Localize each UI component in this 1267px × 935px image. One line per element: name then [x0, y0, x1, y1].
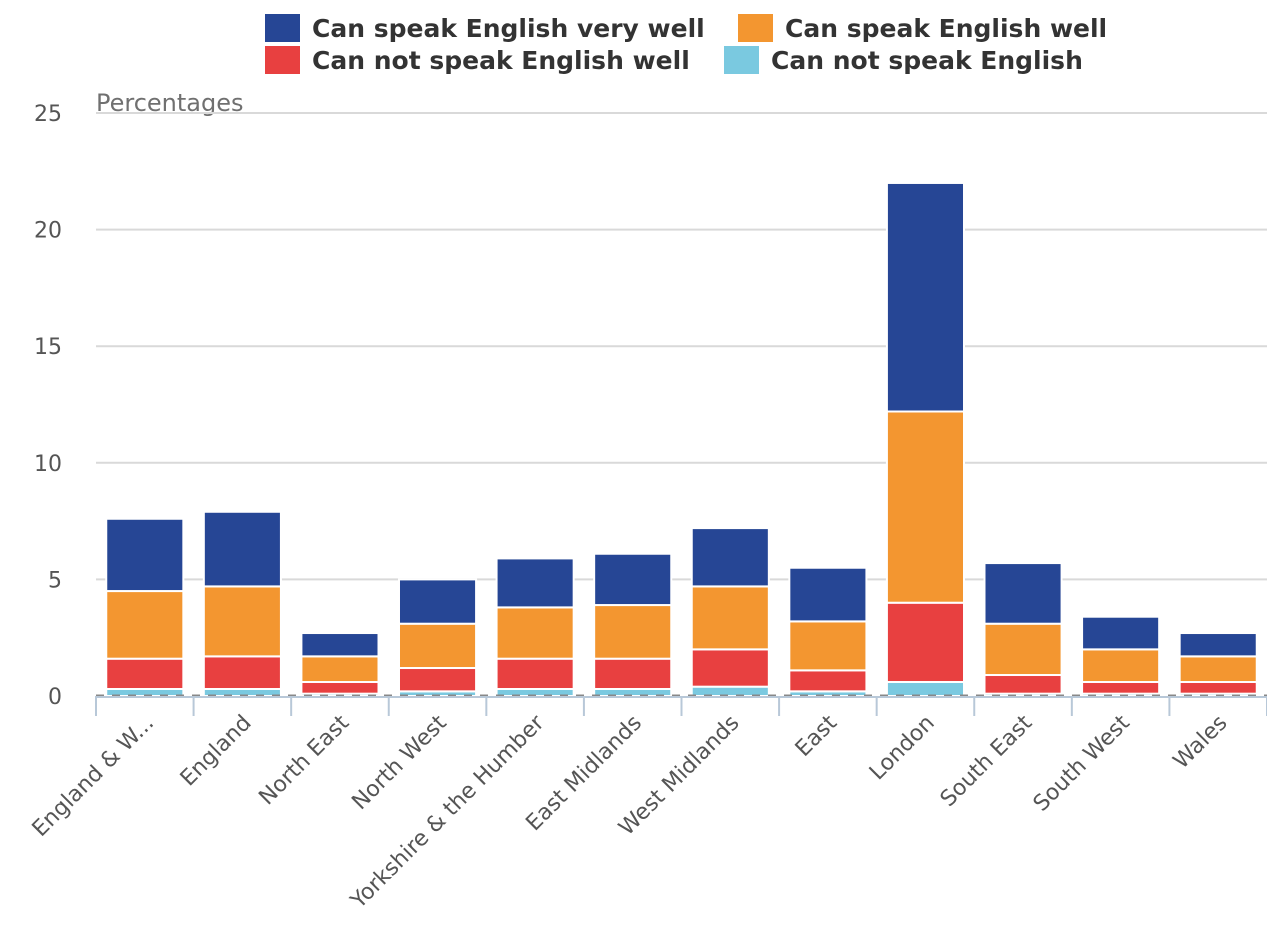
x-tick-label-south-east: South East	[936, 710, 1038, 812]
bar-east-midlands-can-not-speak-english-well	[593, 657, 673, 691]
bar-england-can-speak-english-well	[202, 585, 282, 658]
y-tick-label-10: 10	[34, 452, 62, 477]
x-tick-label-south-west: South West	[1029, 710, 1135, 816]
y-axis-ticks: 0 5 10 15 20 25	[34, 102, 62, 710]
bar-north-west-can-not-speak-english-well	[397, 667, 478, 693]
bar-south-east-can-speak-english-well	[983, 622, 1063, 677]
bar-north-east-can-not-speak-english-well	[300, 681, 380, 695]
y-tick-label-5: 5	[48, 568, 62, 593]
bar-east-can-not-speak-english-well	[788, 669, 868, 693]
legend-swatch-well	[738, 14, 773, 42]
y-tick-label-20: 20	[34, 219, 62, 244]
bar-south-east-can-not-speak-english-well	[983, 674, 1063, 695]
x-tick-label-wales: Wales	[1169, 711, 1233, 775]
legend-label-not-at-all: Can not speak English	[771, 46, 1083, 75]
bar-yorkshire-the-humber-can-not-speak-english-well	[495, 657, 575, 691]
bar-south-east-can-speak-english-very-well	[983, 562, 1063, 625]
bar-south-west-can-speak-english-very-well	[1081, 615, 1161, 651]
legend-item-not-at-all[interactable]: Can not speak English	[724, 46, 1083, 75]
bar-england-w-can-speak-english-well	[105, 590, 185, 660]
bar-west-midlands-can-speak-english-well	[690, 585, 770, 651]
x-tick-label-north-west: North West	[347, 710, 452, 815]
legend-label-not-well: Can not speak English well	[312, 46, 690, 75]
bar-east-can-speak-english-very-well	[788, 566, 868, 623]
bars	[105, 181, 1258, 698]
y-tick-label-25: 25	[34, 102, 62, 127]
bar-london-can-speak-english-very-well	[885, 181, 966, 413]
bar-east-can-speak-english-well	[788, 620, 868, 672]
x-tick-label-east: East	[791, 710, 843, 762]
legend-label-very-well: Can speak English very well	[312, 14, 705, 43]
bar-east-midlands-can-speak-english-well	[593, 604, 673, 660]
bar-east-midlands-can-speak-english-very-well	[593, 552, 673, 607]
gridlines	[96, 112, 1267, 581]
legend-item-very-well[interactable]: Can speak English very well	[265, 14, 705, 43]
y-tick-label-15: 15	[34, 335, 62, 360]
legend-swatch-not-well	[265, 46, 300, 74]
x-tick-label-england-w: England & W...	[28, 711, 159, 842]
bar-england-w-can-speak-english-very-well	[105, 517, 185, 593]
bar-south-west-can-not-speak-english-well	[1081, 681, 1161, 695]
bar-london-can-not-speak-english	[885, 681, 966, 697]
legend-item-not-well[interactable]: Can not speak English well	[265, 46, 690, 75]
bar-england-w-can-not-speak-english-well	[105, 657, 185, 691]
bar-wales-can-not-speak-english-well	[1178, 681, 1258, 695]
bar-yorkshire-the-humber-can-speak-english-very-well	[495, 557, 575, 609]
legend-swatch-very-well	[265, 14, 300, 42]
bar-london-can-speak-english-well	[885, 410, 966, 604]
bar-england-can-speak-english-very-well	[202, 510, 282, 588]
bar-yorkshire-the-humber-can-speak-english-well	[495, 606, 575, 660]
bar-south-west-can-speak-english-well	[1081, 648, 1161, 684]
x-tick-label-yorkshire-the-humber: Yorkshire & the Humber	[346, 710, 550, 914]
bar-west-midlands-can-not-speak-english-well	[690, 648, 770, 688]
legend: Can speak English very well Can speak En…	[265, 14, 1107, 75]
legend-item-well[interactable]: Can speak English well	[738, 14, 1107, 43]
x-axis	[95, 694, 1267, 716]
legend-swatch-not-at-all	[724, 46, 759, 74]
x-tick-label-england: England	[176, 711, 257, 792]
bar-north-west-can-speak-english-very-well	[397, 578, 478, 625]
bar-england-can-not-speak-english-well	[202, 655, 282, 691]
y-tick-label-0: 0	[48, 685, 62, 710]
bar-north-east-can-speak-english-well	[300, 655, 380, 684]
bar-west-midlands-can-speak-english-very-well	[690, 527, 770, 588]
legend-label-well: Can speak English well	[785, 14, 1107, 43]
x-tick-label-london: London	[865, 711, 940, 786]
bar-north-east-can-speak-english-very-well	[300, 632, 380, 658]
bar-wales-can-speak-english-well	[1178, 655, 1258, 684]
bar-wales-can-speak-english-very-well	[1178, 632, 1258, 658]
bar-london-can-not-speak-english-well	[885, 601, 966, 684]
bar-north-west-can-speak-english-well	[397, 622, 478, 670]
x-tick-label-north-east: North East	[254, 710, 354, 810]
